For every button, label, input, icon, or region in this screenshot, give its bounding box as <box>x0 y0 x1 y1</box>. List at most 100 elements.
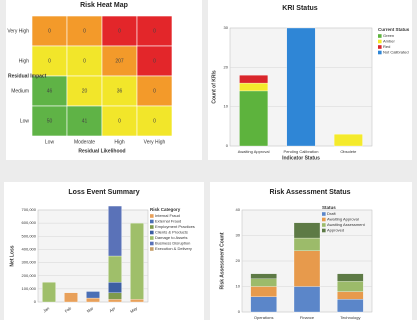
chart-title: Risk Heat Map <box>80 2 128 9</box>
x-tick-label: Pending Calibration <box>284 149 319 154</box>
y-tick-label: 400,000 <box>22 246 37 251</box>
y-tick-label: 200,000 <box>22 273 37 278</box>
y-tick-label: 600,000 <box>22 220 37 225</box>
legend-swatch <box>150 225 154 229</box>
bar-segment <box>337 299 364 313</box>
bar-segment <box>239 90 269 147</box>
y-tick-label: 700,000 <box>22 207 37 212</box>
legend-swatch <box>150 219 154 224</box>
y-tick-label: 500,000 <box>22 233 37 238</box>
heat-cell <box>101 15 138 47</box>
bar-segment <box>42 282 56 303</box>
y-tick-label: 0 <box>238 309 241 314</box>
y-axis-title: Residual Impact <box>8 73 47 79</box>
legend-swatch <box>322 212 326 216</box>
y-tick-label: 40 <box>236 207 241 212</box>
x-tick-label: Jan <box>42 306 50 314</box>
chart-title: Risk Assessment Status <box>269 189 350 196</box>
legend-swatch <box>322 217 326 222</box>
legend-label: Clients & Products <box>155 230 188 235</box>
y-tick-label: Medium <box>11 88 29 94</box>
bar-segment <box>293 222 321 239</box>
cell-label: 207 <box>115 58 124 64</box>
legend-title: Current Status <box>378 27 410 32</box>
chart-title: Loss Event Summary <box>68 189 139 196</box>
cell-label: 0 <box>48 28 51 34</box>
legend-swatch <box>378 50 382 55</box>
bar-segment <box>293 237 321 251</box>
bar-segment <box>64 292 78 303</box>
heat-cell <box>101 105 138 137</box>
x-tick-label: Obsolete <box>340 149 357 154</box>
bar-segment <box>293 250 321 287</box>
heat-cell <box>31 75 68 107</box>
cell-label: 0 <box>83 58 86 64</box>
bar-segment <box>130 299 144 303</box>
cell-label: 50 <box>47 118 53 124</box>
legend-label: External Fraud <box>155 219 181 224</box>
bar-segment <box>108 205 122 257</box>
y-tick-label: 20 <box>236 258 241 263</box>
cell-label: 36 <box>117 88 123 94</box>
heat-cell <box>136 75 173 107</box>
y-tick-label: 10 <box>224 104 229 109</box>
bar-segment <box>86 291 100 299</box>
cell-label: 20 <box>82 88 88 94</box>
bar-segment <box>108 292 122 300</box>
legend-label: Execution & Delivery <box>155 246 192 251</box>
legend-swatch <box>150 214 154 218</box>
legend-label: Business Disruption <box>155 241 190 246</box>
legend-label: Draft <box>327 211 337 216</box>
x-tick-label: Mar <box>86 305 95 313</box>
legend-title: Risk Category <box>150 207 181 212</box>
y-tick-label: 10 <box>236 284 241 289</box>
cell-label: 46 <box>47 88 53 94</box>
y-tick-label: 300,000 <box>22 260 37 265</box>
legend-swatch <box>150 230 154 235</box>
y-tick-label: 0 <box>226 143 229 148</box>
y-tick-label: 20 <box>224 64 229 69</box>
cell-label: 0 <box>153 118 156 124</box>
legend-label: Red <box>383 44 390 49</box>
x-tick-label: Feb <box>64 305 73 313</box>
y-tick-label: High <box>19 58 30 64</box>
x-tick-label: Low <box>45 139 55 145</box>
heat-cell <box>31 105 68 137</box>
x-tick-label: Moderate <box>74 139 95 145</box>
plot-area <box>37 209 149 303</box>
bar-segment <box>86 297 100 303</box>
x-tick-label: Very High <box>144 139 166 145</box>
legend-swatch <box>322 228 326 233</box>
y-tick-label: 100,000 <box>22 286 37 291</box>
y-tick-label: Very High <box>7 28 29 34</box>
x-tick-label: High <box>114 139 125 145</box>
legend-swatch <box>150 241 154 246</box>
legend-label: Green <box>383 33 394 38</box>
bar-segment <box>239 75 269 84</box>
bar-segment <box>337 291 364 300</box>
legend-title: Status <box>322 205 336 210</box>
bar-segment <box>108 299 122 303</box>
bar-segment <box>108 282 122 293</box>
y-axis-title: Net Loss <box>9 245 15 266</box>
cell-label: 0 <box>153 88 156 94</box>
x-axis-title: Residual Likelihood <box>78 148 125 154</box>
bar-segment <box>250 273 277 279</box>
x-tick-label: Operations <box>254 315 274 320</box>
legend-label: Awaiting Approval <box>327 217 359 222</box>
legend-swatch <box>378 34 382 38</box>
bar-segment <box>250 278 277 287</box>
y-tick-label: 0 <box>34 299 37 304</box>
legend-swatch <box>378 39 382 44</box>
cell-label: 0 <box>48 58 51 64</box>
bar-segment <box>130 222 144 300</box>
cell-label: 0 <box>153 58 156 64</box>
bar-segment <box>337 273 364 282</box>
legend-label: Damage to Assets <box>155 235 187 240</box>
cell-label: 0 <box>118 28 121 34</box>
bar-segment <box>333 134 363 147</box>
y-tick-label: 30 <box>224 25 229 30</box>
bar-segment <box>108 255 122 283</box>
